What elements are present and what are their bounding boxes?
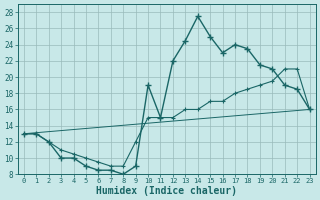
X-axis label: Humidex (Indice chaleur): Humidex (Indice chaleur): [96, 186, 237, 196]
